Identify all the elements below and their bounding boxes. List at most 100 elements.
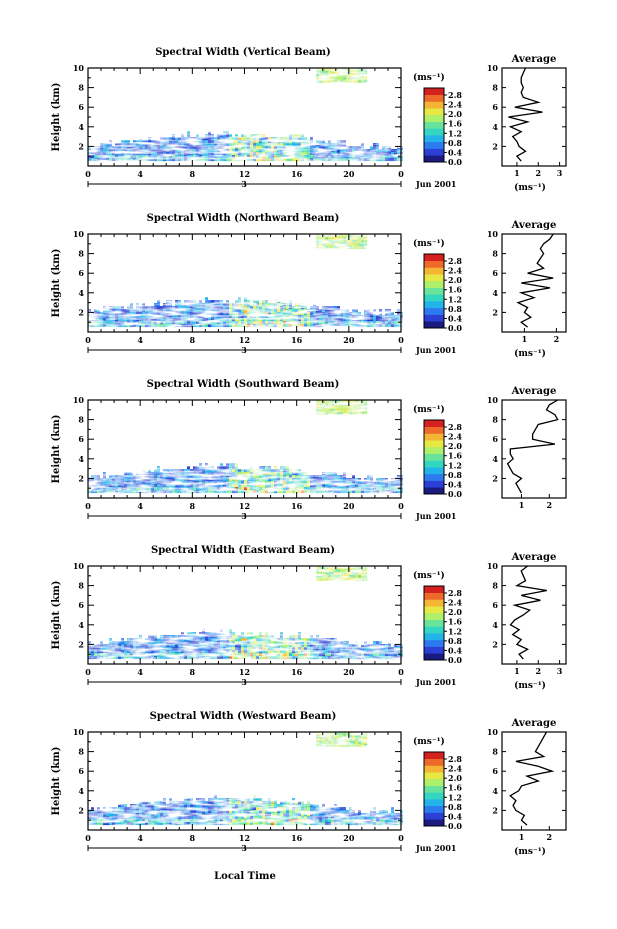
heatmap-cell: [379, 641, 382, 645]
heatmap-cell: [226, 472, 229, 476]
heatmap-cell: [346, 399, 350, 403]
heatmap-cell: [187, 131, 190, 135]
heatmap-cell: [241, 134, 244, 138]
heatmap-cell: [238, 155, 241, 159]
heatmap-cell: [265, 487, 268, 491]
heatmap-cell: [388, 309, 391, 313]
heatmap-cell: [253, 822, 256, 826]
heatmap-cell: [379, 318, 382, 322]
heatmap-cell: [337, 816, 340, 820]
heatmap-cell: [358, 810, 361, 814]
colorbar-unit: (ms⁻¹): [413, 736, 445, 747]
x-tick-label: 8: [190, 667, 196, 677]
heatmap-cell: [196, 819, 199, 823]
colorbar-swatch: [424, 426, 444, 434]
heatmap-cell: [364, 73, 368, 77]
heatmap-cell: [145, 813, 148, 817]
heatmap-cell: [376, 819, 379, 823]
heatmap-cell: [328, 402, 332, 406]
heatmap-cell: [208, 143, 211, 147]
heatmap-cell: [160, 644, 163, 648]
heatmap-cell: [214, 472, 217, 476]
heatmap-cell: [256, 798, 259, 802]
heatmap-cell: [196, 472, 199, 476]
heatmap-cell: [112, 475, 115, 479]
heatmap-cell: [121, 641, 124, 645]
heatmap-cell: [379, 152, 382, 156]
heatmap-cell: [295, 653, 298, 657]
heatmap-cell: [220, 137, 223, 141]
heatmap-cell: [109, 140, 112, 144]
y-tick-label: 8: [78, 83, 84, 93]
heatmap-cell: [142, 644, 145, 648]
heatmap-cell: [262, 656, 265, 660]
heatmap-cell: [127, 324, 130, 328]
heatmap-cell: [175, 149, 178, 153]
heatmap-cell: [388, 644, 391, 648]
heatmap-cell: [244, 807, 247, 811]
heatmap-cell: [355, 70, 359, 74]
heatmap-cell: [343, 490, 346, 494]
heatmap-cell: [238, 653, 241, 657]
heatmap-cell: [229, 472, 232, 476]
heatmap-cell: [391, 656, 394, 660]
heatmap-cell: [208, 650, 211, 654]
heatmap-cell: [202, 466, 205, 470]
heatmap-cell: [244, 312, 247, 316]
heatmap-cell: [274, 644, 277, 648]
heatmap-cell: [229, 306, 232, 310]
x-tick-label: 4: [137, 335, 143, 345]
heatmap-cell: [286, 315, 289, 319]
heatmap-cell: [361, 647, 364, 651]
heatmap-cell: [322, 143, 325, 147]
heatmap-cell: [262, 318, 265, 322]
heatmap-cell: [178, 644, 181, 648]
profile-y-tick-label: 8: [492, 83, 498, 93]
heatmap-cell: [397, 475, 400, 479]
heatmap-cell: [202, 309, 205, 313]
heatmap-cell: [265, 490, 268, 494]
heatmap-cell: [355, 402, 359, 406]
heatmap-cell: [331, 644, 334, 648]
heatmap-cell: [259, 822, 262, 826]
heatmap-cell: [166, 638, 169, 642]
heatmap-cell: [229, 650, 232, 654]
heatmap-cell: [334, 487, 337, 491]
heatmap-cell: [310, 647, 313, 651]
heatmap-cell: [190, 475, 193, 479]
heatmap-cell: [178, 487, 181, 491]
heatmap-cell: [232, 137, 235, 141]
heatmap-cell: [214, 813, 217, 817]
heatmap-cell: [88, 822, 91, 826]
heatmap-cell: [175, 324, 178, 328]
heatmap-cell: [145, 306, 148, 310]
heatmap-cell: [259, 635, 262, 639]
heatmap-cell: [244, 149, 247, 153]
heatmap-cell: [175, 801, 178, 805]
heatmap-cell: [139, 152, 142, 156]
heatmap-cell: [313, 306, 316, 310]
heatmap-cell: [322, 324, 325, 328]
heatmap-cell: [139, 149, 142, 153]
heatmap-cell: [274, 140, 277, 144]
heatmap-cell: [271, 475, 274, 479]
heatmap-cell: [301, 134, 304, 138]
heatmap-cell: [274, 149, 277, 153]
heatmap-cell: [256, 475, 259, 479]
heatmap-cell: [334, 475, 337, 479]
colorbar-swatch: [424, 619, 444, 627]
heatmap-cell: [382, 644, 385, 648]
heatmap-cell: [280, 466, 283, 470]
heatmap-cell: [226, 478, 229, 482]
heatmap-cell: [133, 819, 136, 823]
heatmap-cell: [382, 152, 385, 156]
heatmap-cell: [388, 816, 391, 820]
heatmap-cell: [142, 490, 145, 494]
heatmap-cell: [352, 79, 356, 83]
heatmap-cell: [289, 804, 292, 808]
heatmap-cell: [340, 813, 343, 817]
heatmap-cell: [169, 647, 172, 651]
heatmap-cell: [319, 478, 322, 482]
heatmap-cell: [127, 315, 130, 319]
heatmap-cell: [151, 149, 154, 153]
